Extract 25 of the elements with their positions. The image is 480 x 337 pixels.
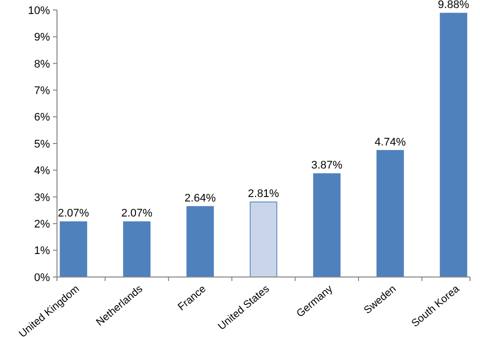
data-label: 2.07% xyxy=(121,208,153,220)
y-tick-label: 0% xyxy=(34,272,50,284)
bar xyxy=(250,202,278,278)
data-label: 3.87% xyxy=(311,160,343,172)
data-label: 9.88% xyxy=(438,0,470,12)
data-label: 2.64% xyxy=(184,192,216,205)
data-label: 4.74% xyxy=(374,136,406,148)
data-label: 2.07% xyxy=(58,208,90,220)
bar xyxy=(186,206,214,278)
bar xyxy=(313,173,341,278)
y-tick-label: 3% xyxy=(34,192,50,204)
data-label: 2.81% xyxy=(248,188,280,200)
y-tick-label: 8% xyxy=(34,58,50,70)
y-tick-label: 4% xyxy=(34,165,50,178)
y-tick-label: 10% xyxy=(28,4,50,17)
bar xyxy=(123,221,151,278)
y-tick-label: 9% xyxy=(34,32,50,44)
y-tick-label: 2% xyxy=(34,218,50,230)
bar xyxy=(376,150,404,278)
y-tick-label: 6% xyxy=(34,112,50,124)
bar xyxy=(440,12,468,278)
y-tick-label: 5% xyxy=(34,138,50,150)
y-tick-label: 7% xyxy=(34,84,50,97)
y-tick-label: 1% xyxy=(34,245,50,258)
bar xyxy=(60,221,88,278)
